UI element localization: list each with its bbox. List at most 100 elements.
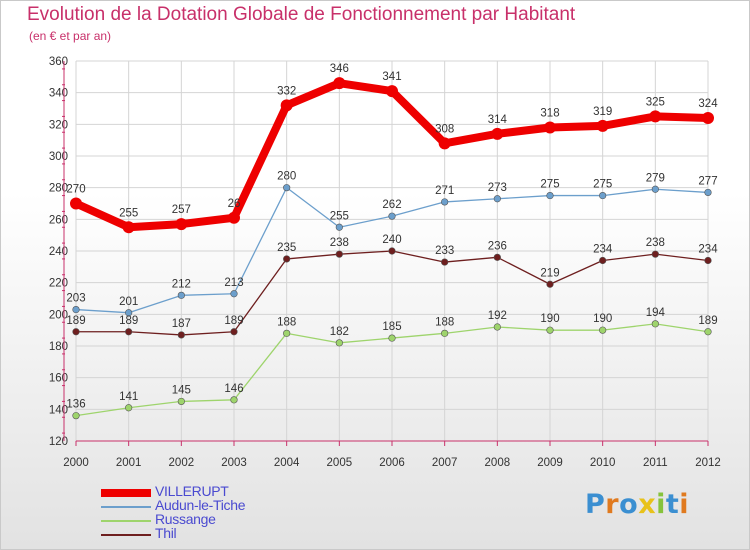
data-label: 190 [593, 313, 612, 325]
data-point [228, 211, 240, 224]
data-label: 189 [224, 315, 243, 327]
chart-title: Evolution de la Dotation Globale de Fonc… [27, 4, 576, 25]
data-label: 189 [698, 315, 717, 327]
legend-swatch [101, 520, 151, 522]
data-label: 182 [330, 326, 349, 338]
y-tick-label: 340 [49, 88, 68, 100]
data-label: 187 [172, 318, 191, 330]
x-tick-label: 2009 [537, 457, 563, 469]
x-tick-label: 2010 [590, 457, 616, 469]
data-label: 275 [593, 179, 612, 191]
data-point [651, 250, 659, 258]
data-point [651, 185, 659, 193]
logo-letter: o [619, 489, 639, 520]
logo-letter: i [656, 489, 666, 520]
legend-label: VILLERUPT [155, 483, 229, 499]
data-point [493, 323, 501, 331]
data-point [177, 331, 185, 339]
legend-label: Russange [155, 511, 216, 527]
data-point [283, 184, 291, 192]
x-tick-label: 2001 [116, 457, 142, 469]
data-point [546, 326, 554, 334]
data-point [175, 218, 188, 231]
x-tick-label: 2012 [695, 457, 721, 469]
data-point [546, 280, 554, 288]
logo-letter: i [679, 489, 690, 520]
logo-letter: P [585, 489, 606, 520]
data-point [649, 110, 662, 123]
data-label: 219 [540, 267, 559, 279]
data-point [283, 255, 291, 263]
data-point [386, 85, 398, 98]
data-label: 325 [646, 96, 665, 108]
data-label: 280 [277, 171, 296, 183]
data-label: 26 [228, 198, 241, 210]
data-point [388, 247, 396, 255]
legend-swatch [101, 534, 151, 536]
data-point [491, 127, 504, 140]
data-label: 188 [277, 316, 296, 328]
y-tick-label: 220 [49, 278, 68, 290]
y-tick-label: 260 [49, 214, 68, 226]
data-point [230, 290, 238, 298]
y-tick-label: 140 [49, 404, 68, 416]
chart-subtitle: (en € et par an) [29, 29, 112, 43]
data-label: 235 [277, 242, 296, 254]
data-point [72, 328, 80, 336]
data-point [122, 221, 135, 234]
data-point [335, 223, 343, 231]
legend-swatch [101, 489, 151, 497]
data-label: 238 [330, 237, 349, 249]
data-label: 141 [119, 391, 138, 403]
data-point [177, 397, 185, 406]
y-tick-label: 280 [49, 183, 68, 195]
legend-label: Audun-le-Tiche [155, 497, 246, 513]
logo-letter: x [638, 489, 657, 520]
data-label: 346 [330, 63, 349, 75]
data-point [70, 197, 82, 210]
data-label: 192 [488, 310, 507, 322]
data-point [333, 77, 346, 90]
data-point [704, 256, 712, 265]
data-label: 236 [488, 240, 507, 252]
x-tick-label: 2003 [221, 457, 247, 469]
data-point [596, 119, 609, 132]
data-point [493, 253, 501, 261]
data-label: 194 [646, 307, 666, 319]
y-tick-label: 160 [49, 373, 68, 385]
data-point [230, 396, 238, 404]
data-label: 308 [435, 123, 454, 135]
data-point [651, 320, 659, 328]
data-label: 238 [646, 237, 665, 249]
data-label: 255 [119, 207, 138, 219]
data-point [72, 412, 80, 420]
data-label: 189 [119, 315, 138, 327]
data-point [125, 404, 133, 412]
legend-swatch [101, 506, 151, 508]
data-label: 314 [488, 114, 508, 126]
data-point [702, 112, 714, 124]
y-tick-label: 120 [49, 436, 68, 448]
data-point [704, 328, 712, 336]
data-label: 341 [382, 71, 401, 83]
data-label: 233 [435, 245, 454, 257]
y-tick-label: 360 [49, 56, 68, 68]
data-point [125, 328, 133, 336]
y-tick-label: 300 [49, 151, 68, 163]
data-label: 318 [540, 108, 559, 120]
x-tick-label: 2007 [432, 457, 458, 469]
data-label: 279 [646, 172, 665, 184]
data-label: 255 [330, 210, 349, 222]
x-tick-label: 2002 [169, 457, 195, 469]
data-label: 203 [66, 293, 85, 305]
data-label: 145 [172, 384, 191, 396]
x-tick-label: 2011 [643, 457, 668, 469]
data-point [441, 258, 449, 266]
data-point [599, 326, 607, 334]
data-label: 257 [172, 204, 191, 216]
data-label: 273 [488, 182, 507, 194]
x-tick-label: 2004 [274, 457, 300, 469]
data-label: 262 [382, 199, 401, 211]
x-tick-label: 2005 [327, 457, 353, 469]
